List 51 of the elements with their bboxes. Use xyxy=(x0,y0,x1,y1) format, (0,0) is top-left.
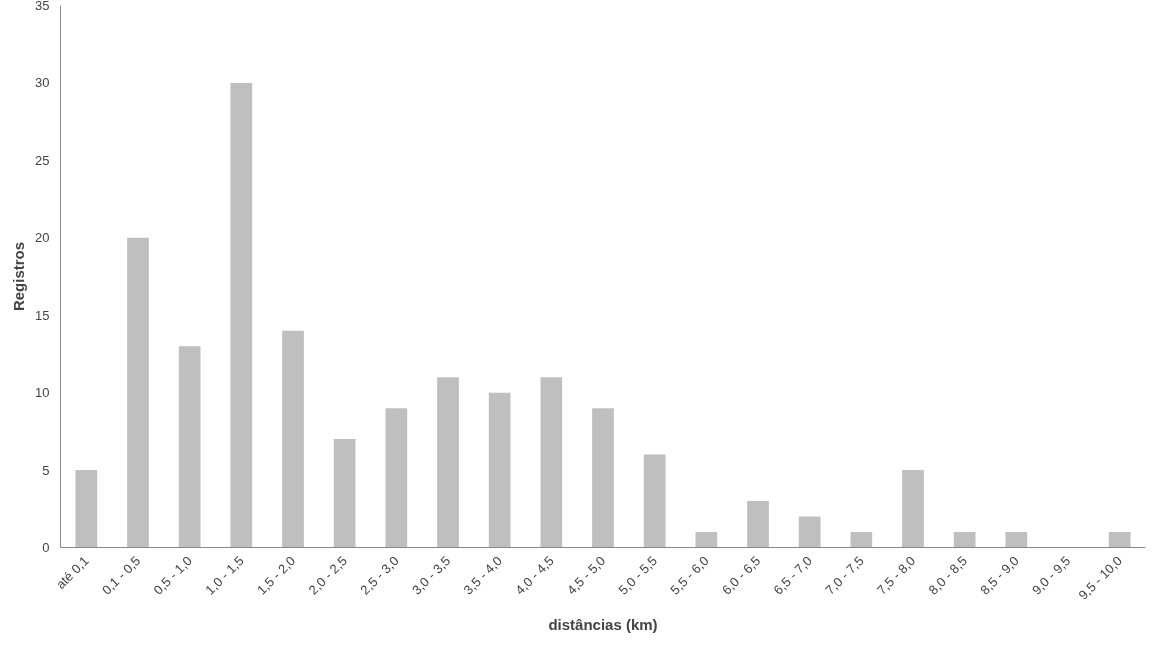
bar xyxy=(747,501,769,548)
bar xyxy=(1005,532,1028,548)
y-axis-title: Registros xyxy=(10,241,28,312)
bar xyxy=(333,439,356,548)
y-tick-label: 25 xyxy=(35,152,50,168)
x-tick-label: 4,0 - 4,5 xyxy=(512,553,557,598)
bar xyxy=(488,392,511,548)
x-tick-label: 4,5 - 5,0 xyxy=(563,553,609,598)
x-tick-label: 7,0 - 7,5 xyxy=(822,553,867,598)
bar xyxy=(75,470,98,548)
y-tick-label: 35 xyxy=(35,0,50,13)
x-tick-label: 2,0 - 2,5 xyxy=(305,553,350,598)
x-tick-label: 8,0 - 8,5 xyxy=(925,553,970,598)
x-tick-label: 2,5 - 3,0 xyxy=(357,553,402,598)
bar xyxy=(643,454,666,548)
bar xyxy=(437,377,459,548)
bar xyxy=(1108,532,1131,548)
y-tick-label: 20 xyxy=(35,230,50,246)
bar xyxy=(230,82,253,548)
x-tick-label: até 0,1 xyxy=(52,553,92,592)
y-tick-label: 30 xyxy=(35,75,50,91)
x-tick-label: 5,0 - 5,5 xyxy=(615,553,660,598)
x-tick-label: 6,0 - 6,5 xyxy=(718,553,764,598)
x-tick-label: 1,5 - 2,0 xyxy=(253,553,299,598)
x-tick-label: 9,0 - 9,5 xyxy=(1028,553,1074,598)
x-tick-label: 8,5 - 9,0 xyxy=(977,553,1022,598)
x-tick-label: 1,0 - 1,5 xyxy=(202,553,247,598)
x-tick-label: 7,5 - 8,0 xyxy=(873,553,919,598)
bar xyxy=(127,237,149,548)
bar xyxy=(798,516,821,548)
y-tick-label: 15 xyxy=(35,307,50,323)
x-tick-label: 3,5 - 4,0 xyxy=(460,553,505,598)
x-tick-label: 6,5 - 7,0 xyxy=(770,553,815,598)
bar xyxy=(902,470,924,548)
x-tick-label: 0,1 - 0,5 xyxy=(98,553,144,598)
bar xyxy=(540,377,563,548)
bar xyxy=(850,532,873,548)
bar xyxy=(282,330,304,548)
bar xyxy=(953,532,976,548)
bar xyxy=(178,346,201,548)
y-tick-label: 5 xyxy=(42,462,50,478)
y-tick-label: 10 xyxy=(35,385,50,401)
x-tick-label: 0,5 - 1,0 xyxy=(150,553,195,598)
x-tick-label: 5,5 - 6,0 xyxy=(667,553,712,598)
bar xyxy=(592,408,614,548)
x-tick-label: 3,0 - 3,5 xyxy=(408,553,454,598)
bar xyxy=(695,532,718,548)
x-tick-label: 9,5 - 10,0 xyxy=(1075,553,1125,603)
bar xyxy=(385,408,408,548)
y-tick-label: 0 xyxy=(42,540,50,555)
x-axis-title: distâncias (km) xyxy=(548,615,658,633)
